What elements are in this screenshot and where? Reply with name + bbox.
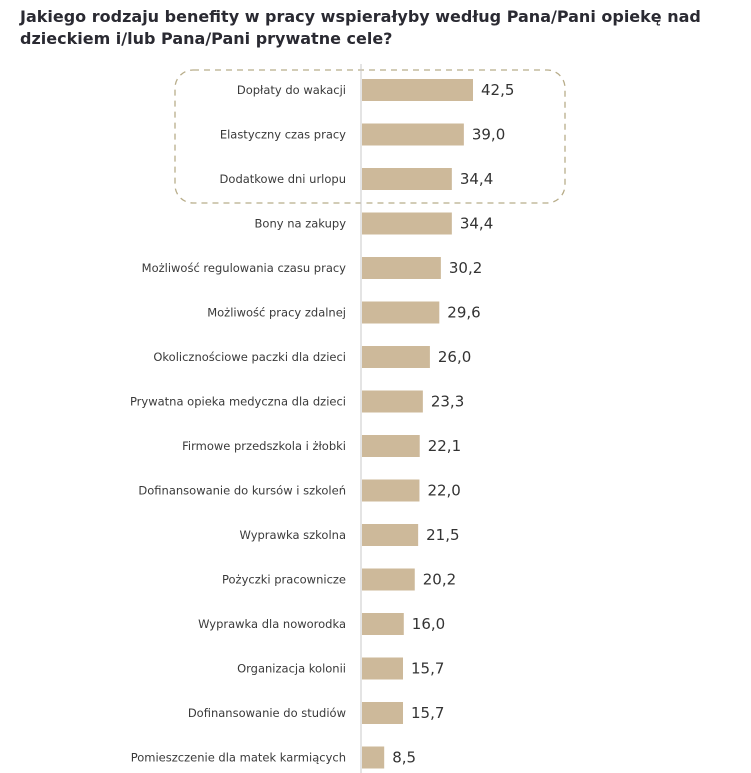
category-label: Wyprawka dla noworodka [198, 617, 346, 631]
value-label: 22,1 [428, 437, 461, 455]
bar [362, 346, 430, 368]
bar [362, 435, 420, 457]
category-label: Możliwość regulowania czasu pracy [142, 261, 347, 275]
bar [362, 390, 423, 413]
value-label: 16,0 [412, 615, 445, 633]
bar [362, 568, 415, 591]
value-label: 22,0 [427, 482, 460, 500]
bar [362, 613, 404, 635]
bar [362, 168, 452, 190]
chart-title: Jakiego rodzaju benefity w pracy wspiera… [20, 7, 701, 48]
category-label: Dodatkowe dni urlopu [220, 172, 346, 186]
value-label: 26,0 [438, 348, 471, 366]
value-label: 29,6 [447, 304, 480, 322]
category-label: Możliwość pracy zdalnej [207, 306, 346, 320]
bar [362, 123, 464, 146]
bar [362, 212, 452, 235]
value-label: 30,2 [449, 259, 482, 277]
bar [362, 657, 404, 680]
value-label: 20,2 [423, 571, 456, 589]
category-label: Firmowe przedszkola i żłobki [182, 439, 346, 453]
bar [362, 79, 473, 101]
value-label: 39,0 [472, 126, 505, 144]
category-label: Okolicznościowe paczki dla dzieci [153, 350, 346, 364]
value-label: 15,7 [411, 660, 444, 678]
category-label: Dopłaty do wakacji [237, 83, 346, 97]
category-label: Dofinansowanie do kursów i szkoleń [138, 484, 346, 498]
category-label: Bony na zakupy [255, 217, 347, 231]
bar-series: Dopłaty do wakacji 42,5 Elastyczny czas pr… [130, 79, 514, 769]
value-label: 15,7 [411, 704, 444, 722]
bar [362, 746, 385, 769]
category-label: Prywatna opieka medyczna dla dzieci [130, 395, 346, 409]
value-label: 8,5 [392, 749, 416, 767]
value-label: 42,5 [481, 81, 514, 99]
bar [362, 479, 420, 502]
value-label: 23,3 [431, 393, 464, 411]
value-label: 34,4 [460, 170, 493, 188]
category-label: Wyprawka szkolna [240, 528, 346, 542]
bar [362, 301, 440, 324]
bar [362, 257, 441, 279]
bar [362, 702, 404, 724]
category-label: Dofinansowanie do studiów [188, 706, 346, 720]
highlight-box [174, 69, 566, 204]
category-label: Pomieszczenie dla matek karmiących [131, 751, 346, 765]
category-label: Organizacja kolonii [237, 662, 346, 676]
bar [362, 524, 419, 546]
category-label: Pożyczki pracownicze [222, 573, 346, 587]
value-label: 34,4 [460, 215, 493, 233]
value-label: 21,5 [426, 526, 459, 544]
category-label: Elastyczny czas pracy [220, 128, 346, 142]
